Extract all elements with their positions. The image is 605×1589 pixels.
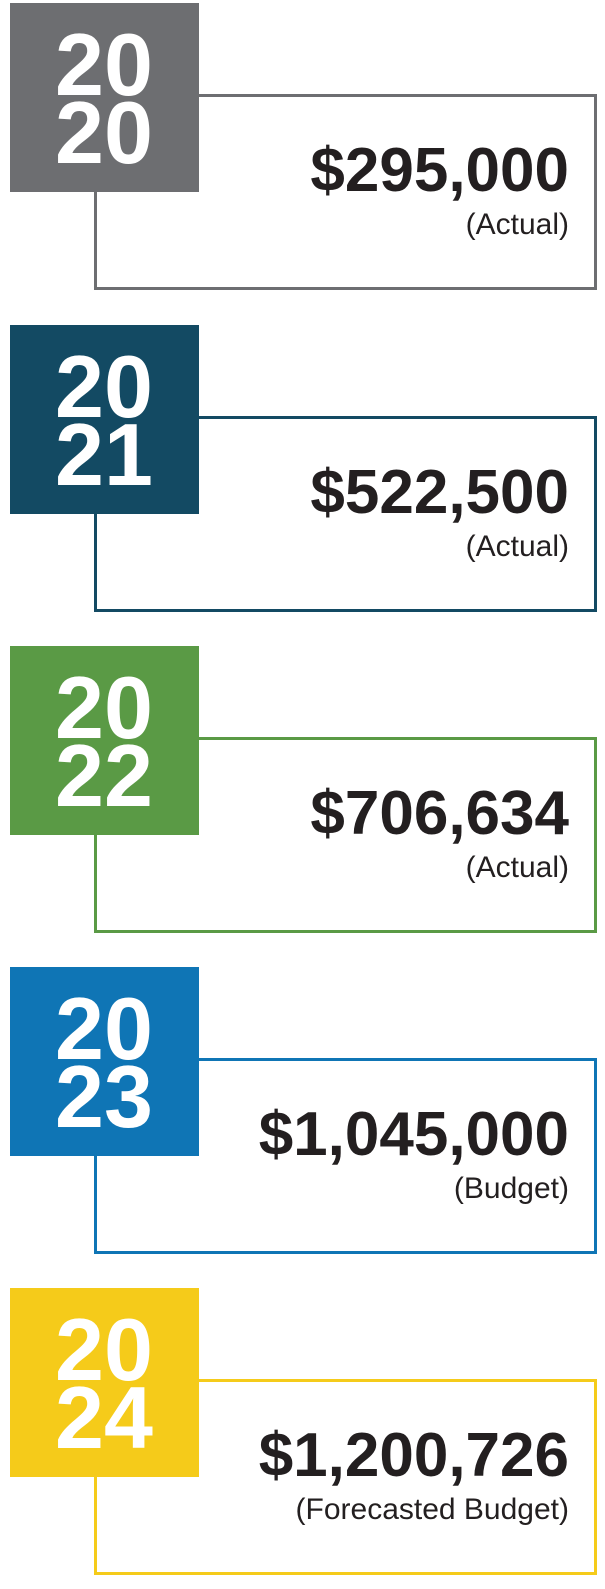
year-badge (10, 325, 199, 514)
amount-note: (Budget) (454, 1172, 569, 1205)
amount: $295,000 (310, 136, 569, 205)
amount: $1,045,000 (259, 1100, 569, 1169)
amount: $706,634 (310, 779, 569, 848)
year-text: 20 (55, 979, 153, 1078)
amount: $1,200,726 (259, 1421, 569, 1490)
year-text: 20 (55, 83, 153, 182)
year-badge (10, 1288, 199, 1477)
year-badge (10, 967, 199, 1156)
amount-note: (Actual) (466, 530, 569, 563)
amount-note: (Actual) (466, 851, 569, 884)
year-text: 21 (55, 405, 153, 504)
year-text: 22 (55, 726, 153, 825)
year-badge (10, 3, 199, 192)
amount-note: (Forecasted Budget) (296, 1493, 569, 1526)
year-text: 24 (55, 1368, 153, 1467)
year-text: 23 (55, 1047, 153, 1146)
year-badge (10, 646, 199, 835)
year-text: 20 (55, 658, 153, 757)
year-text: 20 (55, 1300, 153, 1399)
year-text: 20 (55, 15, 153, 114)
year-text: 20 (55, 337, 153, 436)
amount: $522,500 (310, 458, 569, 527)
amount-note: (Actual) (466, 208, 569, 241)
